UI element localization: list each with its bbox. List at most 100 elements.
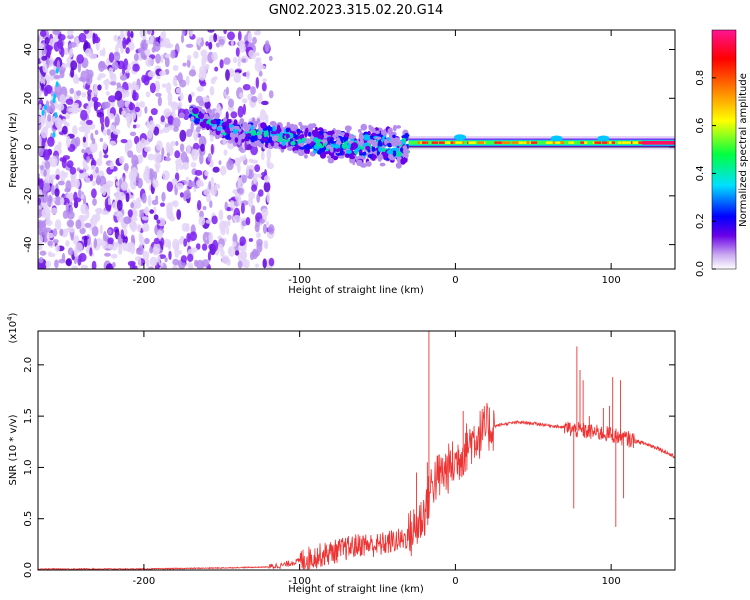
spectrogram-noise-cell (49, 177, 54, 184)
spectrogram-noise-cell (144, 206, 149, 216)
spectrogram-noise-cell (199, 81, 207, 87)
spectrogram-noise-cell (143, 225, 150, 232)
spectrogram-noise-cell (153, 214, 159, 221)
spectrogram-noise-cell (125, 47, 130, 54)
spectrogram-noise-cell (156, 229, 163, 239)
spectrogram-noise-cell (179, 129, 187, 142)
spectrogram-noise-cell (172, 238, 180, 251)
spectrogram-noise-cell (126, 247, 132, 252)
spectrogram-noise-cell (223, 149, 228, 156)
spectrogram-noise-cell (77, 61, 82, 73)
spectrogram-noise-cell (252, 250, 260, 257)
spectrogram-noise-cell (104, 198, 109, 209)
spectrogram-noise-cell (259, 109, 267, 121)
spectrogram-noise-cell (117, 99, 125, 108)
spectrogram-noise-cell (67, 34, 74, 40)
spectrogram-noise-cell (246, 70, 251, 80)
spectrogram-noise-cell (268, 257, 275, 267)
spectrogram-noise-cell (188, 69, 197, 77)
spectrogram-noise-cell (130, 217, 138, 222)
spectrogram-peak-cell (523, 141, 527, 144)
spectrogram-noise-cell (256, 173, 263, 178)
spectrogram-noise-cell (40, 127, 48, 139)
spectrogram-noise-cell (175, 87, 182, 94)
spectrogram-noise-cell (199, 152, 204, 165)
spectrogram-bump (550, 135, 563, 142)
spectrogram-noise-cell (79, 169, 84, 174)
spectrogram-noise-cell (50, 118, 55, 124)
spectrogram-ridge-cell (326, 155, 332, 159)
spectrogram-noise-cell (187, 54, 192, 61)
spectrogram-noise-cell (172, 117, 181, 129)
spectrogram-ridge-cell (392, 150, 397, 157)
spectrogram-noise-cell (237, 188, 241, 193)
spectrogram-ridge-cell (372, 155, 377, 159)
spectrogram-noise-cell (212, 239, 219, 252)
spectrogram-noise-cell (119, 74, 128, 81)
spectrogram-noise-cell (53, 93, 57, 100)
spectrogram-noise-cell (180, 33, 185, 44)
spectrogram-noise-cell (52, 228, 58, 237)
spectrogram-ridge-cell (395, 162, 402, 169)
spectrogram-ridge-cell (387, 142, 393, 148)
colorbar: 0.0 0.2 0.4 0.6 0.8 Normalized spectral ampl… (695, 29, 749, 277)
spectrogram-noise-cell (127, 30, 131, 38)
spectrogram-noise-cell (89, 247, 93, 257)
spectrogram-noise-cell (130, 82, 137, 90)
spectrogram-noise-cell (147, 71, 156, 78)
spectrogram-noise-cell (194, 169, 203, 176)
spectrogram-noise-cell (57, 103, 65, 111)
spectrogram-noise-cell (232, 241, 237, 248)
spectrogram-noise-cell (132, 91, 139, 101)
spectrogram-noise-cell (130, 30, 134, 39)
spectrogram-noise-cell (207, 30, 215, 33)
spectrogram-noise-cell (200, 143, 205, 152)
spectrogram-noise-cell (131, 221, 137, 230)
spectrogram-ridge-cell (400, 147, 404, 153)
spectrogram-noise-cell (72, 125, 78, 135)
spectrogram-noise-cell (60, 46, 65, 58)
spectrogram-ridge-cell (346, 149, 352, 154)
spectrogram-noise-cell (221, 220, 228, 229)
spectrogram-peak-cell (629, 141, 633, 144)
spectrogram-noise-cell (123, 227, 128, 237)
spectrogram-noise-cell (255, 76, 259, 89)
spectrogram-noise-cell (93, 83, 99, 95)
spectrogram-noise-cell (220, 165, 227, 176)
spectrogram-peak-cell (621, 141, 625, 144)
spectrogram-peak-cell (602, 141, 608, 144)
spectrogram-noise-cell (38, 173, 41, 178)
spectrogram-noise-cell (205, 239, 210, 245)
spectrogram-noise-cell (38, 177, 41, 183)
spectrogram-noise-cell (143, 39, 147, 48)
spectrogram-noise-cell (110, 81, 117, 86)
spectrogram-noise-cell (116, 211, 124, 223)
spectrogram-noise-cell (175, 141, 179, 146)
spectrogram-noise-cell (78, 126, 86, 132)
spectrogram-noise-cell (226, 206, 231, 212)
spectrogram-noise-cell (120, 229, 125, 240)
spectrogram-ridge-cell (384, 138, 388, 146)
spectrogram-noise-cell (233, 72, 241, 83)
spectrogram-noise-cell (191, 247, 198, 253)
spectrogram-noise-cell (113, 34, 118, 42)
spectrogram-noise-cell (148, 266, 155, 269)
spectrogram-peak-cell (469, 141, 474, 144)
spectrogram-noise-cell (136, 249, 141, 255)
spectrogram-noise-cell (67, 247, 74, 256)
spectrogram-ridge-cell (216, 134, 223, 138)
spectrogram-ridge-cell (349, 155, 356, 160)
spectrogram-noise-cell (81, 148, 86, 154)
spectrogram-noise-cell (255, 263, 259, 268)
spectrogram-ridge-cell (276, 124, 281, 132)
spectrogram-noise-cell (149, 209, 155, 214)
spectrogram-noise-cell (241, 98, 248, 104)
spectrogram-noise-cell (72, 73, 79, 84)
spectrogram-noise-cell (208, 35, 215, 44)
spectrogram-noise-cell (214, 66, 219, 72)
spectrogram-peak-cell (560, 141, 564, 144)
spectrogram-noise-cell (235, 47, 240, 57)
spectrogram-noise-cell (122, 242, 127, 252)
spectrogram-noise-cell (175, 182, 184, 190)
